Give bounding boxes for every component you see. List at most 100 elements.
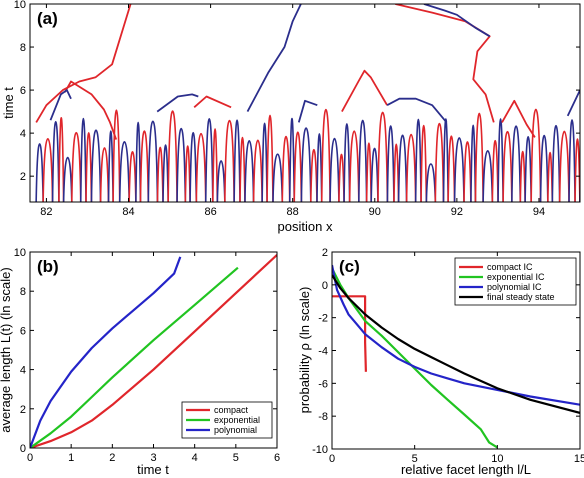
trajectory-line-5 [246,4,302,113]
x-tick-label: 6 [274,452,280,464]
series-line-exponential [30,266,239,448]
x-tick-label: 5 [233,452,239,464]
cusp-arc [79,117,87,202]
x-tick-label: 10 [491,453,503,465]
cusp-arc [524,135,532,202]
x-tick-label: 84 [122,206,134,218]
y-tick-label: 6 [20,85,26,97]
cusp-arc [502,130,513,202]
cusp-arc [224,119,235,202]
panel-a-label: (a) [37,9,58,28]
trajectory-line-7 [341,69,388,113]
y-tick-label: 10 [14,0,26,11]
cusp-arc [139,130,150,202]
x-tick-label: 0 [27,452,33,464]
cusp-arc [358,119,368,202]
y-tick-label: 4 [20,365,26,377]
trajectory-line-0 [35,4,132,123]
cusp-arc [85,132,93,202]
cusp-arc [266,114,274,202]
cusp-arc [184,145,191,202]
y-tick-label: -8 [318,411,328,423]
cusp-arc [405,133,417,202]
cusp-arc [58,117,65,202]
trajectory-line-2 [49,89,72,121]
legend-label-compact-ic: compact IC [487,262,533,272]
panel-a-xlabel: position x [278,219,333,234]
x-tick-label: 15 [574,453,584,465]
x-tick-label: 92 [451,206,463,218]
cusp-arc [99,147,110,202]
y-tick-label: 6 [20,325,26,337]
cusp-arc [309,148,318,202]
x-tick-label: 5 [412,453,418,465]
cusp-arc [474,112,484,202]
cusp-arc [239,136,246,202]
cusp-arc [293,131,303,202]
cusp-arc [377,111,389,202]
cusp-arc [491,139,499,202]
cusp-arc [511,125,522,202]
cusp-arc [329,137,340,202]
cusp-arc [195,132,207,202]
y-tick-label: 2 [20,404,26,416]
panel-a: 82 84 86 88 90 92 94 2 4 6 8 10 (a) position x time… [1,0,581,234]
cusp-arc [320,108,331,202]
x-tick-label: 4 [192,452,198,464]
cusp-arc [176,127,187,202]
cusp-arc [316,133,323,202]
cusp-arc [348,130,360,202]
panel-a-ylabel: time t [1,87,16,119]
cusp-arc [135,121,142,202]
series-line-compact [30,254,277,448]
panel-a-frame [29,3,581,203]
panel-b-marks [30,254,277,448]
y-tick-label: -2 [318,313,328,325]
trajectory-line-1 [64,80,118,140]
cusp-arc [189,131,198,202]
legend-label-polynomial-ic: polynomial IC [487,282,542,292]
cusp-arc [272,153,284,202]
x-tick-label: 88 [287,206,299,218]
cusp-arc [300,127,312,202]
panel-b-label: (b) [37,257,59,276]
panel-b-legend: compact exponential polynomial [181,401,273,439]
legend-label-final-steady-state: final steady state [487,292,555,302]
panel-b: 0 1 2 3 4 5 6 0 2 4 6 8 10 (b) time t average length… [0,247,280,477]
series-line-polynomial [30,256,182,448]
panel-c-xlabel: relative facet length l/L [401,462,531,477]
cusp-arc [547,151,554,202]
cusp-arc [42,138,54,202]
y-tick-label: 8 [20,42,26,54]
x-tick-label: 86 [204,206,216,218]
cusp-arc [118,141,130,202]
y-tick-label: -10 [312,444,328,456]
cusp-arc [343,123,351,202]
cusp-arc [107,130,114,202]
panel-c-ticks: 0 5 10 15 -10 -8 -6 -4 -2 0 2 [312,247,584,465]
cusp-arc [425,163,437,202]
y-tick-label: -4 [318,346,328,358]
x-tick-label: 90 [369,206,381,218]
y-tick-label: 8 [20,286,26,298]
series-line-polynomial-ic [332,264,580,406]
panel-a-ticks: 82 84 86 88 90 92 94 2 4 6 8 10 [14,0,580,218]
cusp-arc [51,120,60,202]
trajectory-line-11 [501,99,536,138]
y-tick-label: 2 [20,171,26,183]
trajectory-line-9 [395,4,495,123]
cusp-arc [386,125,395,202]
cusp-arc [365,142,372,202]
y-tick-label: 10 [14,247,26,259]
cusp-arc [470,124,477,202]
cusp-arc [370,147,379,202]
cusp-arc [128,151,137,202]
legend-label-compact: compact [214,405,249,415]
trajectory-line-12 [566,89,580,117]
cusp-arc [497,118,504,202]
legend-label-exponential-ic: exponential IC [487,272,545,282]
cusp-arc [420,124,428,202]
y-tick-label: 2 [322,247,328,259]
cusp-arc [558,130,570,202]
